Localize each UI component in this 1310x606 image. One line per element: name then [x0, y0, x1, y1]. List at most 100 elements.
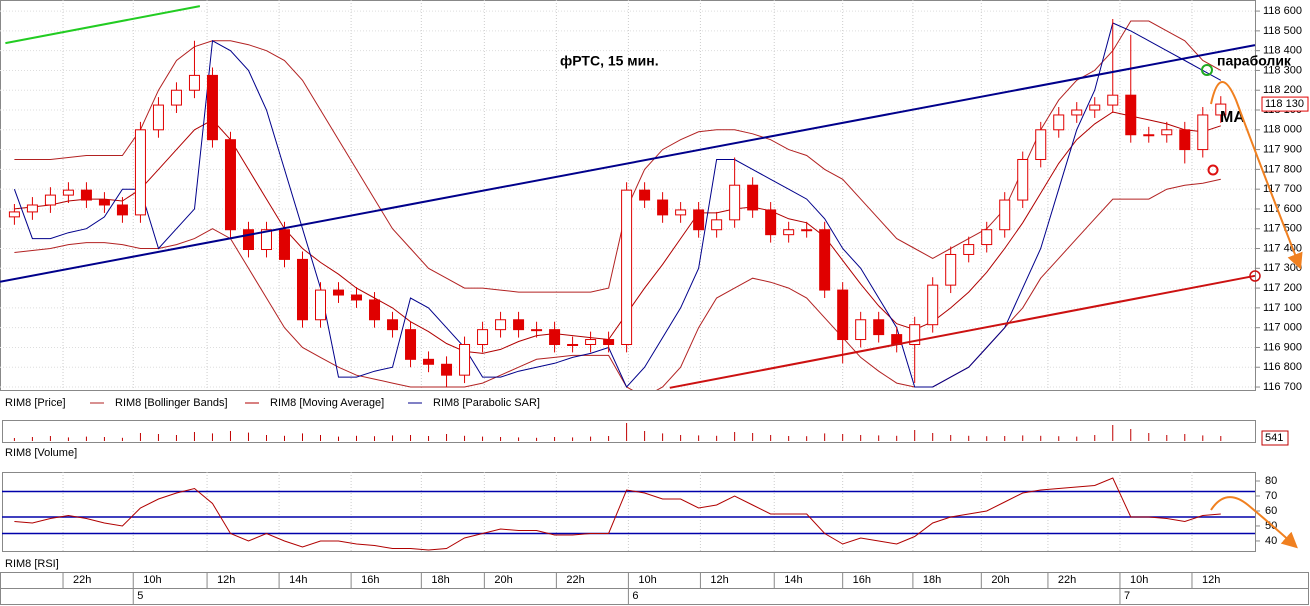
candle-body [423, 358, 435, 365]
y-tick-label: 117 100 [1263, 302, 1302, 314]
x-tick-label: 12h [1202, 574, 1220, 586]
legend-label: RIM8 [Volume] [5, 447, 77, 459]
y-tick-label: 118 400 [1263, 45, 1302, 57]
candle-body [351, 294, 363, 301]
candle-body [62, 189, 74, 196]
legend-label: RIM8 [Bollinger Bands] [115, 397, 228, 409]
candle-body [747, 184, 759, 211]
annotation: параболик [1217, 53, 1292, 69]
candle-body [278, 229, 290, 260]
candle-body [981, 229, 993, 246]
trendline [5, 5, 201, 45]
volume-label-box [1261, 430, 1289, 446]
candle-body [1215, 103, 1227, 116]
candle-body [459, 343, 471, 376]
volume-last-label: 541 [1265, 432, 1283, 444]
y-tick-label: 116 900 [1263, 341, 1302, 353]
x-tick-label: 18h [923, 574, 941, 586]
legend-label: RIM8 [Price] [5, 397, 66, 409]
y-tick-label: 70 [1265, 490, 1277, 502]
candle-body [387, 319, 399, 331]
volume-panel [2, 420, 1256, 443]
y-tick-label: 116 700 [1263, 381, 1302, 393]
candle-body [1107, 94, 1119, 106]
candle-body [152, 104, 164, 131]
candle-body [549, 329, 561, 345]
x-tick-label: 10h [638, 574, 656, 586]
x-tick-label: 22h [566, 574, 584, 586]
y-tick-label: 118 500 [1263, 25, 1302, 37]
legend-label: RIM8 [RSI] [5, 558, 59, 570]
trendline [669, 274, 1256, 389]
candle-body [963, 244, 975, 255]
candle-body [999, 199, 1011, 231]
candle-body [513, 319, 525, 331]
candle-body [315, 289, 327, 321]
x-tick-label: 18h [431, 574, 449, 586]
candle-body [873, 319, 885, 336]
y-tick-label: 118 300 [1263, 64, 1302, 76]
y-tick-label: 117 400 [1263, 242, 1302, 254]
y-tick-label: 117 200 [1263, 282, 1302, 294]
candle-body [945, 253, 957, 286]
candle-body [855, 319, 867, 341]
x-tick-label: 14h [289, 574, 307, 586]
day-tick-label: 7 [1124, 590, 1130, 602]
y-tick-label: 117 800 [1263, 163, 1302, 175]
y-tick-label: 117 600 [1263, 203, 1302, 215]
candle-body [333, 289, 345, 296]
candle-body [1089, 104, 1101, 111]
legend-label: RIM8 [Moving Average] [270, 397, 384, 409]
rsi-panel [2, 472, 1256, 552]
free-layer: 22h 10h 12h 14h 16h 18h 20h 22h 10h 12h 14h 16h 18h 2… [0, 5, 1309, 604]
y-tick-label: 118 600 [1263, 5, 1302, 17]
candle-body [1161, 129, 1173, 136]
candle-body [1053, 114, 1065, 131]
marker-circle [1201, 64, 1213, 76]
candle-body [675, 209, 687, 216]
y-tick-label: 117 900 [1263, 143, 1302, 155]
candle-body [44, 194, 56, 206]
candle-body [405, 329, 417, 360]
candle-body [927, 284, 939, 326]
candle-body [242, 229, 254, 251]
x-tick-label: 22h [1058, 574, 1076, 586]
candle-body [495, 319, 507, 331]
candle-body [188, 74, 200, 91]
x-tick-label: 20h [494, 574, 512, 586]
candle-body [8, 211, 20, 218]
annotation: MA [1220, 109, 1245, 126]
legend-label: RIM8 [Parabolic SAR] [433, 397, 540, 409]
candle-body [621, 189, 633, 345]
x-tick-label: 16h [361, 574, 379, 586]
x-tick-label: 20h [991, 574, 1009, 586]
candle-body [1035, 129, 1047, 160]
y-tick-label: 117 700 [1263, 183, 1302, 195]
y-tick-label: 118 200 [1263, 84, 1302, 96]
chart-title: фРТС, 15 мин. [560, 53, 659, 69]
candle-body [1143, 134, 1155, 137]
day-tick-label: 5 [137, 590, 143, 602]
candle-body [819, 229, 831, 291]
candle-body [729, 184, 741, 221]
rsi-layer [2, 472, 1255, 551]
candle-body [1017, 158, 1029, 201]
candle-body [801, 229, 813, 232]
candle-body [296, 258, 308, 321]
rsi-line [14, 477, 1221, 551]
candle-body [1071, 109, 1083, 116]
candle-body [134, 129, 146, 216]
y-tick-label: 118 000 [1263, 124, 1302, 136]
x-tick-label: 14h [784, 574, 802, 586]
candle-body [206, 74, 218, 141]
y-tick-label: 40 [1265, 535, 1277, 547]
candle-body [98, 199, 110, 206]
candle-body [1197, 114, 1209, 151]
candle-body [603, 339, 615, 345]
candle-body [765, 209, 777, 236]
x-tick-label: 12h [710, 574, 728, 586]
candle-body [531, 329, 543, 332]
candle-body [909, 324, 921, 345]
x-tick-label: 10h [1130, 574, 1148, 586]
